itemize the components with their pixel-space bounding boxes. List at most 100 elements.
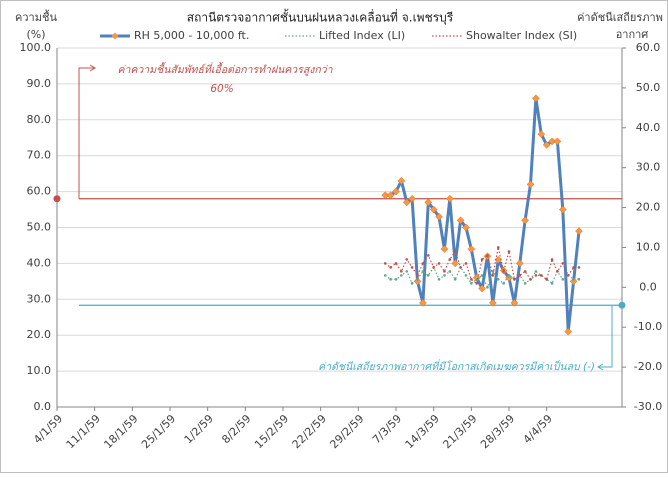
data-point: [392, 187, 400, 196]
y2-tick-label: 10.0: [636, 240, 661, 253]
data-point: [532, 94, 540, 103]
data-point: [443, 274, 446, 277]
data-point: [553, 137, 562, 146]
data-point: [453, 250, 457, 253]
data-point: [416, 274, 419, 277]
legend-marker: [111, 32, 119, 40]
data-point: [386, 191, 395, 200]
data-point: [545, 278, 548, 281]
data-point: [451, 259, 460, 268]
data-point: [381, 191, 390, 200]
data-point: [534, 274, 538, 277]
data-point: [419, 299, 427, 307]
data-point: [491, 274, 495, 277]
annotation-arrow: [597, 305, 613, 371]
data-point: [569, 277, 578, 286]
data-point: [507, 250, 511, 253]
data-point: [389, 266, 392, 269]
annotation: ค่าดัชนีเสถียรภาพอากาศที่มีโอกาสเกิดเมฆค…: [318, 359, 595, 373]
data-point: [489, 299, 497, 307]
data-point: [410, 282, 414, 285]
data-point: [445, 194, 454, 203]
data-point: [459, 266, 462, 269]
y-tick-label: 70.0: [27, 149, 52, 162]
data-point: [529, 278, 532, 281]
y-tick-label: 0.0: [34, 400, 52, 413]
data-point: [467, 245, 476, 253]
data-point: [523, 282, 527, 285]
y-tick-label: 20.0: [27, 328, 52, 341]
data-point: [526, 180, 535, 189]
data-point: [507, 274, 511, 277]
data-point: [478, 284, 486, 293]
y2-tick-label: -10.0: [634, 320, 662, 333]
data-point: [496, 246, 500, 249]
data-point: [400, 270, 403, 273]
data-point: [534, 270, 538, 273]
data-point: [566, 274, 570, 277]
data-point: [432, 266, 435, 269]
data-point: [486, 254, 489, 257]
data-point: [437, 262, 441, 265]
data-point: [542, 141, 551, 149]
data-point: [383, 274, 387, 277]
y-tick-label: 50.0: [27, 221, 52, 234]
data-point: [440, 245, 449, 253]
data-point: [429, 205, 438, 214]
data-point: [470, 282, 473, 285]
data-point: [435, 212, 443, 221]
data-point: [561, 262, 565, 265]
y-tick-label: 80.0: [27, 113, 52, 126]
data-point: [550, 258, 554, 261]
data-point: [402, 198, 411, 207]
data-point: [523, 270, 527, 273]
annotation-arrow: [78, 64, 96, 199]
y2-tick-label: 40.0: [636, 121, 661, 134]
data-point: [539, 274, 543, 277]
data-point: [443, 270, 446, 273]
data-point: [502, 270, 505, 273]
y2-tick-label: -30.0: [634, 400, 662, 413]
data-point: [405, 258, 409, 261]
chart-title: สถานีตรวจอากาศชั้นบนฝนหลวงเคลื่อนที่ จ.เ…: [187, 9, 454, 26]
data-point: [408, 194, 416, 203]
data-point: [537, 130, 546, 139]
data-point: [416, 278, 419, 281]
data-point: [448, 270, 452, 273]
y2-tick-label: 0.0: [639, 280, 657, 293]
data-point: [515, 259, 524, 268]
data-point: [448, 258, 452, 261]
data-point: [453, 278, 457, 281]
data-point: [486, 286, 489, 289]
data-point: [470, 278, 473, 281]
legend-label: Lifted Index (LI): [319, 29, 405, 42]
data-point: [550, 282, 554, 285]
data-point: [564, 327, 573, 336]
data-point: [413, 277, 422, 286]
data-point: [518, 274, 522, 277]
y2-tick-label: 50.0: [636, 81, 661, 94]
data-point: [464, 262, 468, 265]
y2-axis-label: อากาศ: [616, 28, 649, 41]
data-point: [426, 254, 430, 257]
data-point: [556, 270, 559, 273]
data-point: [575, 227, 583, 235]
data-point: [389, 278, 392, 281]
y2-tick-label: -20.0: [634, 360, 662, 373]
data-point: [577, 266, 581, 269]
data-point: [572, 266, 575, 269]
y2-axis-label: ค่าดัชนีเสถียรภาพ: [577, 11, 663, 24]
y-axis-label: ความชื้น: [15, 9, 57, 24]
data-point: [577, 278, 581, 281]
data-point: [405, 270, 409, 273]
y-tick-label: 100.0: [20, 41, 52, 54]
data-point: [394, 278, 398, 281]
data-point: [502, 282, 505, 285]
data-point: [397, 176, 406, 185]
data-point: [421, 270, 425, 273]
data-point: [558, 205, 567, 214]
y2-tick-label: 30.0: [636, 161, 661, 174]
y-tick-label: 40.0: [27, 256, 52, 269]
